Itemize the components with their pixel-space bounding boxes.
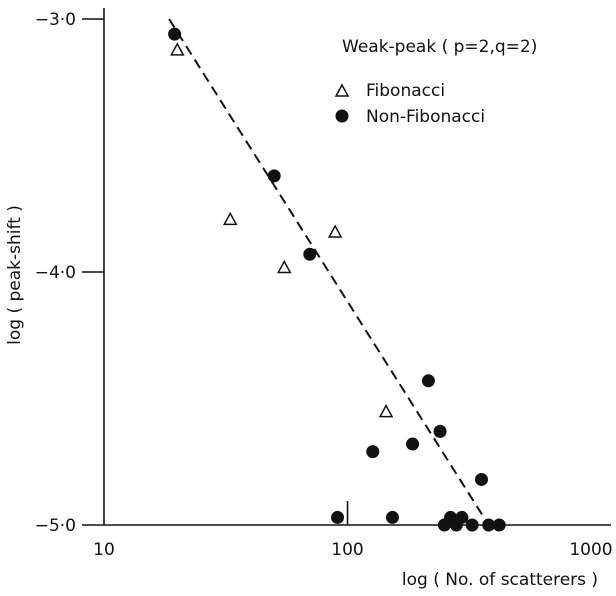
fibonacci-point [378,404,394,418]
x-tick-label: 100 [331,540,363,560]
y-axis-label: log ( peak-shift ) [5,205,25,345]
legend-triangle-icon [334,83,350,97]
fibonacci-point [327,224,343,238]
y-tick-label: −3·0 [35,10,76,30]
data-marks [168,27,506,532]
axes [103,8,611,526]
dashed-fit-line [168,18,490,526]
non-fibonacci-point [267,169,281,183]
y-tick-label: −5·0 [35,516,76,536]
non-fibonacci-point [433,424,447,438]
non-fibonacci-point [331,510,345,524]
non-fibonacci-point [492,518,506,532]
legend-item-fibonacci: Fibonacci [334,81,445,101]
non-fibonacci-point [168,27,182,41]
fibonacci-point [170,42,185,56]
ticks: −3·0 −4·0 −5·0 10 100 1000 [35,10,613,560]
legend: Weak-peak ( p=2,q=2) Fibonacci Non-Fibon… [334,37,537,127]
non-fibonacci-point [303,247,317,261]
x-tick-label: 10 [93,540,115,560]
y-tick-label: −4·0 [35,263,76,283]
non-fibonacci-point [465,518,479,532]
fibonacci-point [222,211,238,226]
non-fibonacci-point [406,437,420,451]
fibonacci-point [277,259,292,274]
x-tick-label: 1000 [569,540,612,560]
non-fibonacci-point [474,472,488,486]
legend-label-fibonacci: Fibonacci [366,81,445,101]
non-fibonacci-point [366,445,380,459]
non-fibonacci-point [455,510,469,524]
non-fibonacci-point [385,510,399,524]
non-fibonacci-point [482,518,496,532]
legend-item-non-fibonacci: Non-Fibonacci [335,107,485,127]
legend-filled-circle-icon [335,109,349,123]
fit-line-group [168,18,490,526]
legend-label-non-fibonacci: Non-Fibonacci [366,107,485,127]
legend-title: Weak-peak ( p=2,q=2) [342,37,537,57]
x-axis-label: log ( No. of scatterers ) [402,570,598,590]
non-fibonacci-point [421,374,435,388]
